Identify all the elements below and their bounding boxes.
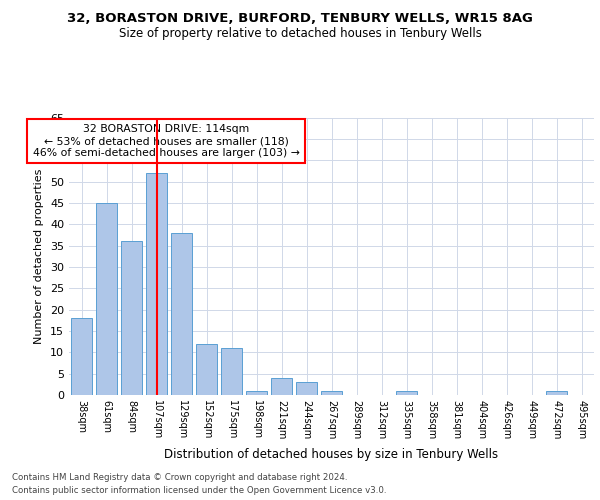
- Y-axis label: Number of detached properties: Number of detached properties: [34, 168, 44, 344]
- Bar: [121, 242, 142, 395]
- X-axis label: Distribution of detached houses by size in Tenbury Wells: Distribution of detached houses by size …: [164, 448, 499, 460]
- Text: 32 BORASTON DRIVE: 114sqm
← 53% of detached houses are smaller (118)
46% of semi: 32 BORASTON DRIVE: 114sqm ← 53% of detac…: [32, 124, 299, 158]
- Bar: [221, 348, 242, 395]
- Bar: [196, 344, 217, 395]
- Text: Contains public sector information licensed under the Open Government Licence v3: Contains public sector information licen…: [12, 486, 386, 495]
- Bar: [171, 233, 192, 395]
- Bar: [96, 203, 117, 395]
- Bar: [296, 382, 317, 395]
- Text: Contains HM Land Registry data © Crown copyright and database right 2024.: Contains HM Land Registry data © Crown c…: [12, 474, 347, 482]
- Bar: [396, 390, 417, 395]
- Text: Size of property relative to detached houses in Tenbury Wells: Size of property relative to detached ho…: [119, 28, 481, 40]
- Bar: [246, 390, 267, 395]
- Text: 32, BORASTON DRIVE, BURFORD, TENBURY WELLS, WR15 8AG: 32, BORASTON DRIVE, BURFORD, TENBURY WEL…: [67, 12, 533, 26]
- Bar: [71, 318, 92, 395]
- Bar: [146, 173, 167, 395]
- Bar: [271, 378, 292, 395]
- Bar: [321, 390, 342, 395]
- Bar: [546, 390, 567, 395]
